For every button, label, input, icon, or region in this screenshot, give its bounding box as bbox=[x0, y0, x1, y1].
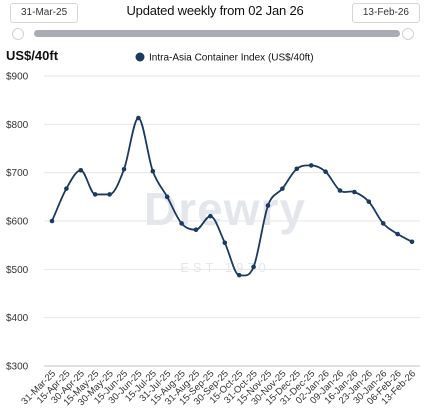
data-point[interactable] bbox=[409, 239, 415, 245]
y-tick-label: $700 bbox=[6, 168, 29, 179]
data-point[interactable] bbox=[352, 189, 357, 195]
data-point[interactable] bbox=[337, 188, 343, 193]
data-point[interactable] bbox=[323, 169, 328, 174]
data-point[interactable] bbox=[395, 231, 400, 237]
data-point[interactable] bbox=[107, 192, 112, 197]
y-tick-label: $600 bbox=[6, 217, 29, 228]
y-tick-label: $500 bbox=[6, 265, 29, 276]
y-tick-label: $900 bbox=[6, 72, 29, 83]
data-point[interactable] bbox=[179, 221, 184, 226]
data-point[interactable] bbox=[236, 272, 242, 278]
x-axis-ticks: 31-Mar-2515-Apr-2530-Apr-2515-May-2530-M… bbox=[19, 368, 418, 408]
update-frequency-title: Updated weekly from 02 Jan 26 bbox=[126, 3, 304, 18]
gridlines bbox=[44, 75, 420, 319]
data-point[interactable] bbox=[78, 167, 84, 173]
y-tick-label: $800 bbox=[6, 120, 29, 131]
data-point[interactable] bbox=[251, 264, 256, 270]
legend: Intra-Asia Container Index (US$/40ft) bbox=[135, 52, 314, 64]
y-axis-ticks: $300 $400 $500 $600 $700 $800 $900 bbox=[6, 72, 29, 373]
date-range-bar: 31-Mar-25 Updated weekly from 02 Jan 26 … bbox=[0, 0, 430, 48]
range-slider-track[interactable] bbox=[34, 30, 400, 37]
data-point[interactable] bbox=[222, 240, 228, 246]
data-point[interactable] bbox=[280, 186, 285, 191]
data-point[interactable] bbox=[308, 163, 314, 168]
data-point[interactable] bbox=[193, 227, 199, 232]
y-tick-label: $400 bbox=[6, 313, 29, 324]
range-end-date[interactable]: 13-Feb-26 bbox=[351, 3, 420, 23]
data-point[interactable] bbox=[208, 213, 213, 219]
y-axis-label: US$/40ft bbox=[6, 48, 59, 63]
legend-label: Intra-Asia Container Index (US$/40ft) bbox=[149, 53, 314, 64]
data-point[interactable] bbox=[265, 203, 271, 208]
data-points bbox=[49, 115, 415, 278]
data-point[interactable] bbox=[121, 166, 127, 172]
data-point[interactable] bbox=[150, 168, 156, 174]
data-point[interactable] bbox=[366, 199, 372, 204]
watermark-est: EST 1970 bbox=[180, 260, 270, 275]
y-tick-label: $300 bbox=[6, 362, 29, 373]
legend-marker bbox=[135, 52, 145, 62]
range-start-date[interactable]: 31-Mar-25 bbox=[10, 3, 79, 23]
range-slider-start-handle[interactable] bbox=[12, 28, 24, 40]
data-point[interactable] bbox=[136, 115, 141, 121]
data-point[interactable] bbox=[92, 192, 98, 197]
data-point[interactable] bbox=[164, 194, 170, 200]
data-point[interactable] bbox=[49, 218, 55, 224]
range-slider-end-handle[interactable] bbox=[402, 28, 414, 40]
data-point[interactable] bbox=[294, 166, 300, 172]
data-point[interactable] bbox=[64, 186, 69, 191]
data-point[interactable] bbox=[380, 221, 386, 226]
